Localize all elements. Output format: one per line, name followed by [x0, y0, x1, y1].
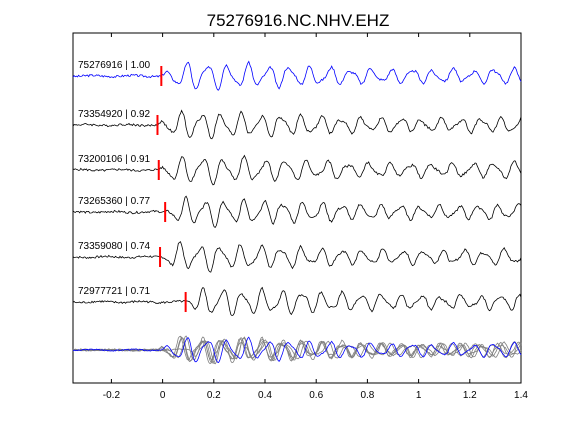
pick-markers [156, 66, 187, 312]
x-tick-label: 0.8 [360, 390, 374, 401]
x-tick-label: 1.2 [463, 390, 477, 401]
x-tick-label: 0 [160, 390, 166, 401]
trace-labels: 75276916 | 1.00 73354920 | 0.92 73200106 |… [78, 60, 151, 297]
x-tick-label: 1 [416, 390, 422, 401]
x-tick-label: 0.2 [207, 390, 221, 401]
trace-5-label: 73359080 | 0.74 [78, 241, 151, 252]
chart-title: 75276916.NC.NHV.EHZ [207, 11, 390, 30]
x-tick-label: 0.4 [258, 390, 272, 401]
trace-6-label: 72977721 | 0.71 [78, 286, 151, 297]
trace-4-line [72, 195, 522, 228]
plot-area-frame [72, 32, 522, 384]
trace-5-line [72, 241, 522, 273]
waveform-traces [72, 60, 522, 317]
trace-4-label: 73265360 | 0.77 [78, 196, 151, 207]
trace-6-line [72, 286, 522, 317]
overlay-stack [72, 335, 522, 365]
trace-1-label: 75276916 | 1.00 [78, 60, 151, 71]
x-axis-ticks: -0.2 0 0.2 0.4 0.6 0.8 1 1.2 1.4 [103, 33, 528, 401]
trace-3-line [72, 154, 522, 186]
trace-2-line [72, 109, 522, 140]
stack-trace-1 [72, 336, 522, 363]
stack-trace-6 [72, 336, 522, 364]
x-tick-label: -0.2 [103, 390, 121, 401]
x-tick-label: 0.6 [309, 390, 323, 401]
trace-1-line [72, 60, 522, 91]
trace-2-label: 73354920 | 0.92 [78, 109, 151, 120]
trace-3-label: 73200106 | 0.91 [78, 154, 151, 165]
x-tick-label: 1.4 [514, 390, 528, 401]
